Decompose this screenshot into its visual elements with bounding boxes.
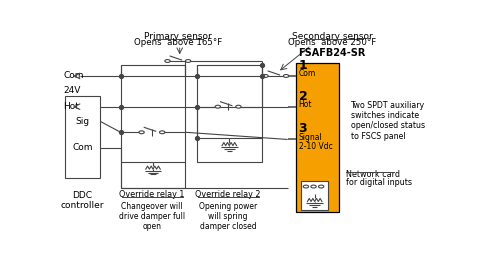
Text: 2: 2 [299,90,308,102]
Text: for digital inputs: for digital inputs [345,178,412,187]
Text: Hot: Hot [63,102,79,111]
Text: 24V: 24V [63,86,81,95]
Text: 1: 1 [299,59,308,72]
Bar [197,65,262,162]
Text: 3: 3 [299,122,308,135]
Text: Com: Com [63,72,84,80]
Circle shape [236,105,241,108]
Circle shape [318,185,324,188]
Circle shape [165,60,170,63]
Bar [301,181,329,210]
Circle shape [303,185,308,188]
Bar [121,65,185,188]
Text: Com: Com [299,69,316,78]
Text: Network card: Network card [345,170,400,179]
Circle shape [215,105,220,108]
Text: Signal: Signal [299,133,322,142]
Circle shape [311,185,316,188]
Text: Secondary sensor: Secondary sensor [292,32,372,41]
Text: 2-10 Vdc: 2-10 Vdc [299,142,333,151]
Text: Override relay 1: Override relay 1 [119,190,184,199]
Circle shape [185,60,191,63]
Text: Opens  above 250°F: Opens above 250°F [288,38,376,47]
Circle shape [263,74,268,77]
Text: Changeover will
drive damper full
open: Changeover will drive damper full open [119,202,185,231]
Text: Com: Com [72,143,92,152]
Bar [296,63,338,212]
Text: DDC
controller: DDC controller [61,191,104,210]
Text: Opening power
will spring
damper closed: Opening power will spring damper closed [199,202,257,231]
Text: Opens  above 165°F: Opens above 165°F [134,38,222,47]
Circle shape [159,131,165,134]
Text: Primary sensor: Primary sensor [144,32,212,41]
Circle shape [139,131,144,134]
Bar [65,97,99,178]
Text: Two SPDT auxiliary
switches indicate
open/closed status
to FSCS panel: Two SPDT auxiliary switches indicate ope… [350,101,425,141]
Text: Override relay 2: Override relay 2 [195,190,261,199]
Text: Sig: Sig [75,117,90,126]
Text: Hot: Hot [299,100,312,109]
Text: FSAFB24-SR: FSAFB24-SR [298,48,365,59]
Circle shape [283,74,289,77]
